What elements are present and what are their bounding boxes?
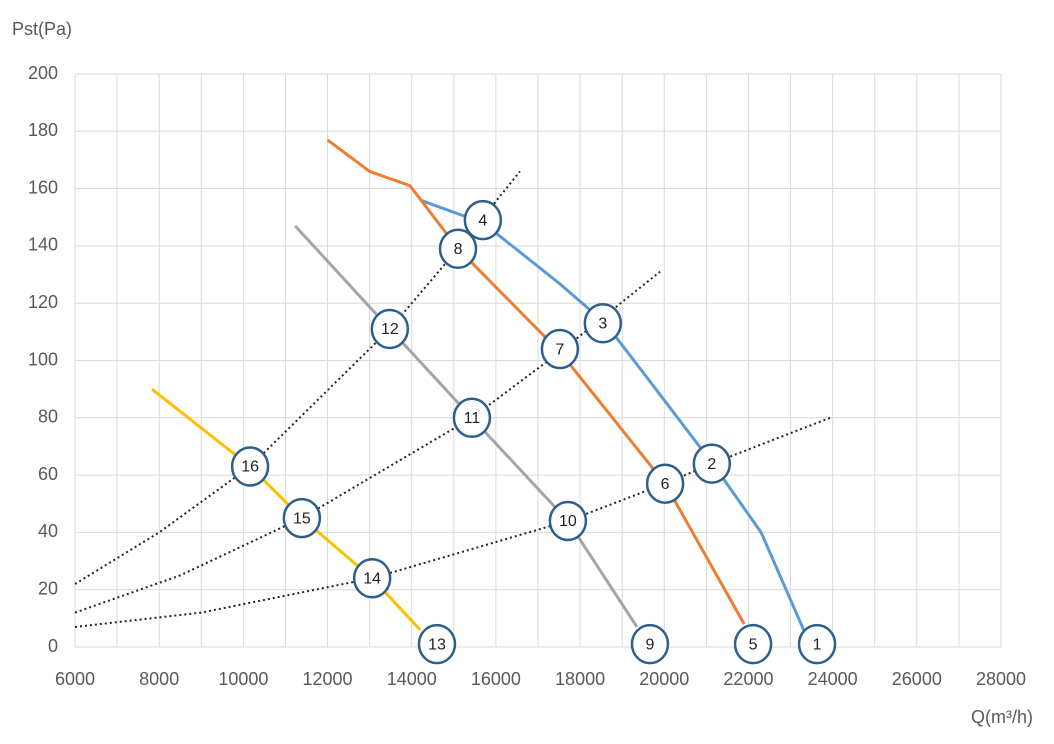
marker-circle (630, 623, 670, 665)
marker-circle (417, 623, 457, 665)
marker-circle (797, 623, 837, 665)
marker-circle (548, 500, 588, 542)
marker-circle (438, 228, 478, 270)
point-marker: 1 (797, 623, 837, 665)
marker-label: 14 (363, 570, 381, 587)
point-marker: 8 (438, 228, 478, 270)
point-marker: 12 (370, 308, 410, 350)
marker-label: 11 (464, 410, 481, 427)
point-marker: 13 (417, 623, 457, 665)
marker-label: 7 (555, 341, 564, 358)
marker-circle (352, 557, 392, 599)
point-marker: 14 (352, 557, 392, 599)
marker-circle (452, 397, 492, 439)
marker-label: 2 (707, 456, 716, 473)
y-tick-label: 0 (48, 636, 58, 656)
y-tick-label: 140 (28, 235, 58, 255)
marker-label: 8 (454, 241, 463, 258)
x-tick-label: 22000 (723, 669, 773, 689)
point-marker: 10 (548, 500, 588, 542)
marker-circle (645, 463, 685, 504)
x-tick-label: 12000 (303, 669, 353, 689)
x-axis-label: Q(m³/h) (971, 707, 1033, 727)
marker-label: 6 (661, 476, 670, 493)
y-tick-label: 180 (28, 120, 58, 140)
y-tick-label: 200 (28, 63, 58, 83)
point-marker: 7 (540, 328, 580, 370)
marker-label: 4 (478, 212, 487, 229)
marker-circle (282, 497, 322, 539)
x-tick-label: 8000 (139, 669, 179, 689)
marker-label: 3 (598, 315, 607, 332)
marker-label: 13 (428, 636, 446, 653)
marker-circle (692, 443, 732, 484)
y-tick-label: 120 (28, 292, 58, 312)
y-tick-label: 80 (38, 407, 58, 427)
point-marker: 9 (630, 623, 670, 665)
point-marker: 15 (282, 497, 322, 539)
marker-label: 12 (381, 321, 399, 338)
marker-label: 15 (293, 510, 311, 527)
marker-circle (463, 199, 503, 241)
marker-circle (583, 303, 623, 344)
y-tick-label: 20 (38, 578, 58, 598)
y-axis-label: Pst(Pa) (12, 19, 72, 39)
point-marker: 4 (463, 199, 503, 241)
x-tick-label: 28000 (976, 669, 1026, 689)
x-tick-label: 26000 (892, 669, 942, 689)
x-tick-label: 24000 (808, 669, 858, 689)
marker-circle (370, 308, 410, 350)
x-tick-label: 20000 (639, 669, 689, 689)
point-marker: 16 (230, 446, 270, 487)
x-tick-label: 6000 (55, 669, 95, 689)
point-marker: 5 (733, 623, 773, 665)
point-marker: 2 (692, 443, 732, 484)
x-tick-label: 14000 (387, 669, 437, 689)
x-tick-label: 18000 (555, 669, 605, 689)
marker-label: 1 (813, 636, 822, 653)
marker-circle (230, 446, 270, 487)
x-tick-label: 10000 (218, 669, 268, 689)
marker-circle (733, 623, 773, 665)
x-tick-label: 16000 (471, 669, 521, 689)
marker-label: 9 (646, 636, 655, 653)
y-tick-label: 40 (38, 521, 58, 541)
y-tick-label: 60 (38, 464, 58, 484)
marker-label: 10 (559, 513, 577, 530)
point-marker: 6 (645, 463, 685, 504)
marker-label: 5 (749, 636, 758, 653)
marker-label: 16 (241, 459, 259, 476)
point-marker: 11 (452, 397, 492, 439)
marker-circle (540, 328, 580, 370)
y-tick-label: 160 (28, 177, 58, 197)
point-marker: 3 (583, 303, 623, 344)
y-tick-label: 100 (28, 349, 58, 369)
